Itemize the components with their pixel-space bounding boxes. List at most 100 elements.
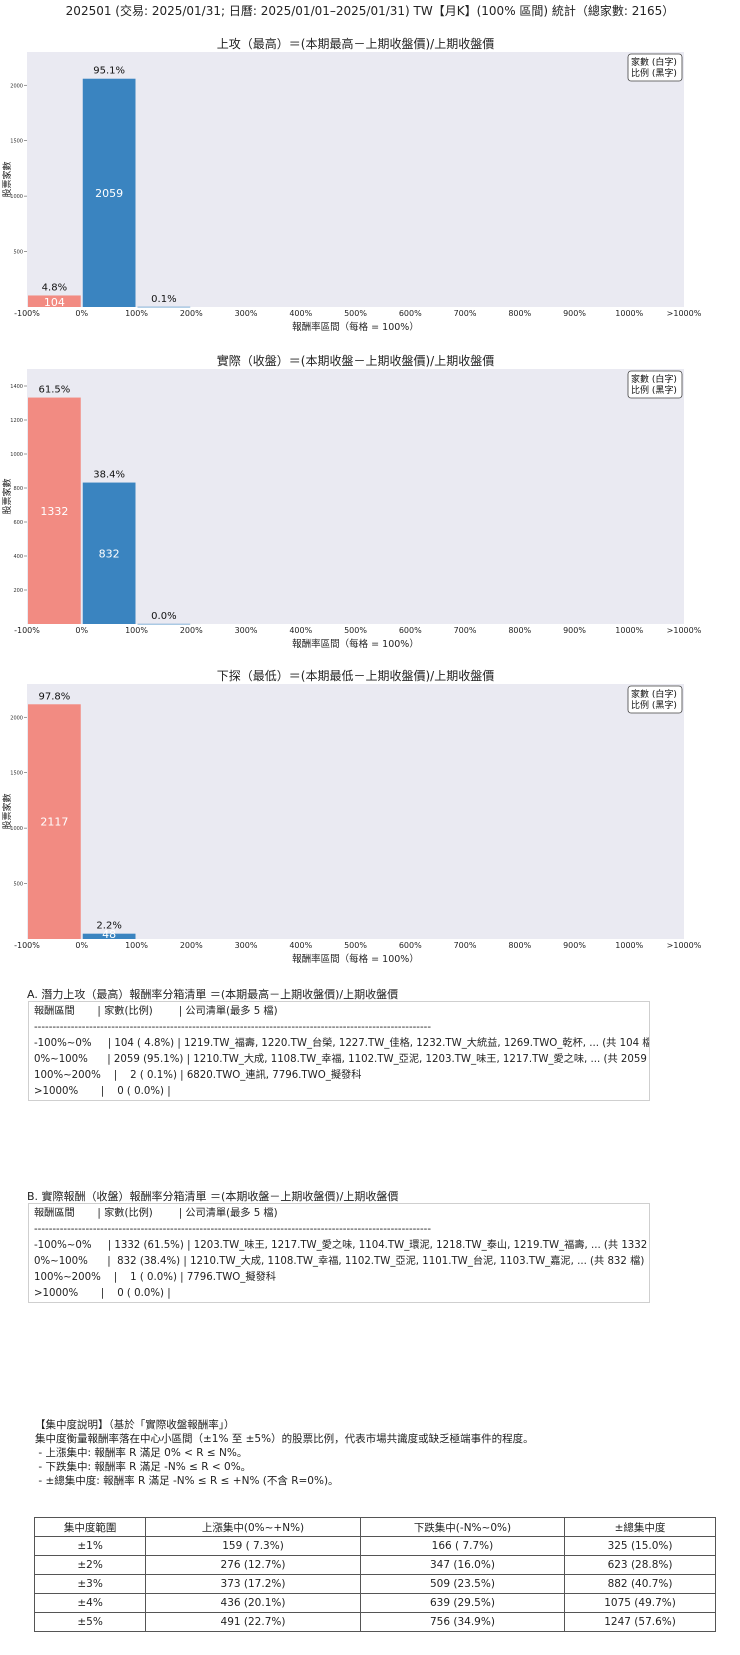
chart-high: 上攻（最高）＝(本期最高－上期收盤價)/上期收盤價 500 1000 1500 2000… [0,36,740,336]
list-a-box: 報酬區間 | 家數(比例) | 公司清單(最多 5 檔) ------------… [28,1001,650,1101]
x-tick-label: 100% [125,941,148,950]
list-line: 報酬區間 | 家數(比例) | 公司清單(最多 5 檔) [34,1006,278,1017]
x-tick-label: 200% [180,309,203,318]
chart-title: 上攻（最高）＝(本期最高－上期收盤價)/上期收盤價 [217,36,494,51]
list-b-title: B. 實際報酬（收盤）報酬率分箱清單 ＝(本期收盤－上期收盤價)/上期收盤價 [27,1190,399,1203]
x-tick-label: 900% [563,941,586,950]
table-cell: 1075 (49.7%) [564,1593,716,1613]
x-tick-label: 800% [508,626,531,635]
x-tick-label: 400% [289,309,312,318]
x-tick-label: 100% [125,309,148,318]
bar-count-label: 104 [44,296,65,309]
legend-text: 家數 (白字) [631,373,677,385]
bar-percent-label: 2.2% [96,921,121,932]
list-line: -100%~0% | 1332 (61.5%) | 1203.TW_味王, 12… [34,1240,650,1251]
bar-percent-label: 0.1% [151,294,176,305]
y-tick-label: 1500 [10,771,23,777]
x-axis-label: 報酬率區間（每格 = 100%） [292,321,419,333]
table-cell: 509 (23.5%) [359,1574,566,1594]
chart-svg: 上攻（最高）＝(本期最高－上期收盤價)/上期收盤價 500 1000 1500 2000… [1,36,702,333]
x-tick-label: 1000% [615,941,643,950]
table-cell: ±4% [33,1593,147,1613]
y-tick-label: 400 [13,554,23,560]
y-tick-label: 500 [13,882,23,888]
table-header-cell: 上漲集中(0%~+N%) [145,1517,361,1537]
x-axis-label: 報酬率區間（每格 = 100%） [292,638,419,650]
table-cell: 491 (22.7%) [145,1612,361,1632]
x-tick-label: 300% [235,941,258,950]
x-tick-label: 500% [344,626,367,635]
bar [137,306,191,308]
plot-area [27,369,684,624]
y-tick-label: 1400 [10,384,23,390]
chart-svg: 下探（最低）＝(本期最低－上期收盤價)/上期收盤價 500 1000 1500 2000… [1,669,702,965]
x-tick-label: 0% [75,626,88,635]
list-line: 0%~100% | 832 (38.4%) | 1210.TW_大成, 1108… [34,1256,645,1267]
legend-box [627,53,683,82]
bar-count-label: 48 [102,928,116,941]
x-tick-label: 800% [508,941,531,950]
x-tick-label: 800% [508,309,531,318]
x-tick-label: >1000% [667,941,702,950]
list-a-title: A. 潛力上攻（最高）報酬率分箱清單 ＝(本期最高－上期收盤價)/上期收盤價 [27,988,399,1001]
x-tick-label: 500% [344,941,367,950]
x-tick-label: -100% [14,941,40,950]
chart-low: 下探（最低）＝(本期最低－上期收盤價)/上期收盤價 500 1000 1500 2000… [0,668,740,968]
chart-title: 下探（最低）＝(本期最低－上期收盤價)/上期收盤價 [217,669,494,683]
table-cell: 1247 (57.6%) [564,1612,716,1632]
bar [28,295,81,307]
table-cell: 325 (15.0%) [564,1536,716,1556]
legend-text: 家數 (白字) [631,56,677,68]
table-cell: ±1% [33,1536,147,1556]
y-tick-label: 500 [13,250,23,256]
y-axis-label: 股票家數 [1,478,13,514]
bar-percent-label: 61.5% [38,385,70,396]
list-line: 100%~200% | 2 ( 0.1%) | 6820.TWO_連訊, 779… [34,1070,362,1081]
x-tick-label: 1000% [615,309,643,318]
concentration-table: 集中度範圍 上漲集中(0%~+N%) 下跌集中(-N%~0%) ±總集中度 ±1% 15… [33,1517,716,1632]
x-tick-label: 100% [125,626,148,635]
table-cell: 623 (28.8%) [564,1555,716,1575]
bar-percent-label: 38.4% [93,470,125,481]
table-header-cell: 下跌集中(-N%~0%) [359,1517,566,1537]
x-tick-label: >1000% [667,626,702,635]
list-line: 0%~100% | 2059 (95.1%) | 1210.TW_大成, 110… [34,1054,650,1065]
y-axis-label: 股票家數 [1,161,13,197]
x-tick-label: 600% [399,626,422,635]
x-tick-label: 900% [563,309,586,318]
bar-percent-label: 97.8% [38,691,70,702]
bar-percent-label: 95.1% [93,66,125,77]
x-axis-label: 報酬率區間（每格 = 100%） [292,953,419,965]
table-cell: ±3% [33,1574,147,1594]
page-title: 202501 (交易: 2025/01/31; 日曆: 2025/01/01–2… [65,4,675,18]
list-line: -100%~0% | 104 ( 4.8%) | 1219.TW_福壽, 122… [34,1038,650,1049]
x-tick-label: 200% [180,626,203,635]
bar-count-label: 832 [99,547,120,560]
bar [82,78,136,307]
x-tick-label: 600% [399,309,422,318]
x-tick-label: 400% [289,941,312,950]
table-row: ±4% 436 (20.1%) 639 (29.5%) 1075 (49.7%) [33,1593,716,1613]
y-tick-label: 1000 [10,452,23,458]
x-tick-label: 1000% [615,626,643,635]
bar-percent-label: 4.8% [42,282,67,293]
bar-count-label: 2059 [95,187,123,200]
x-tick-label: -100% [14,309,40,318]
x-tick-label: 500% [344,309,367,318]
x-tick-label: -100% [14,626,40,635]
y-tick-label: 1200 [10,418,23,424]
y-tick-label: 2000 [10,83,23,89]
list-b-box: 報酬區間 | 家數(比例) | 公司清單(最多 5 檔) ------------… [28,1203,650,1303]
bar [82,933,136,939]
bar [82,482,136,624]
y-tick-label: 800 [13,486,23,492]
table-cell: 347 (16.0%) [359,1555,566,1575]
table-header-cell: ±總集中度 [564,1517,716,1537]
plot-area [27,684,684,939]
bar [28,704,81,939]
table-header-cell: 集中度範圍 [33,1517,147,1537]
x-tick-label: 700% [454,626,477,635]
note-line: - 下跌集中: 報酬率 R 滿足 -N% ≤ R < 0%。 [35,1461,252,1473]
x-tick-label: 200% [180,941,203,950]
list-line: >1000% | 0 ( 0.0%) | [34,1288,171,1299]
